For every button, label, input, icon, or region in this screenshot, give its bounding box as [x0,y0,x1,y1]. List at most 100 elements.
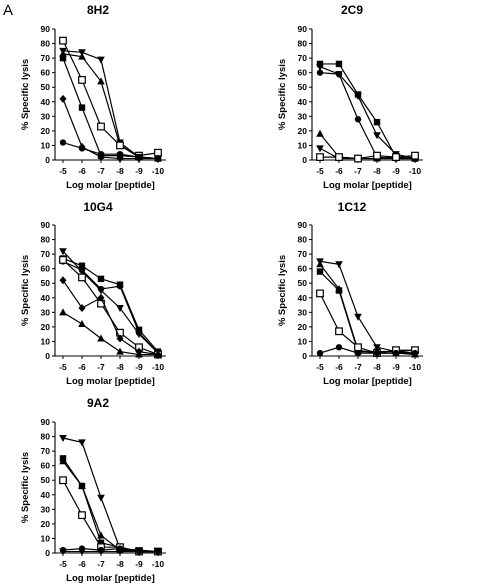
data-point [354,349,362,357]
chart-title: 1C12 [338,200,367,214]
data-point [373,118,381,126]
data-point [135,153,143,161]
series-1 [59,435,162,556]
data-point [116,282,124,290]
data-point [59,548,67,556]
data-point [154,548,162,556]
series-line [62,458,158,553]
x-tick-label: -8 [116,559,124,569]
data-point [373,344,381,352]
y-tick-label: 70 [298,53,308,63]
data-point [59,308,67,316]
x-tick-label: -10 [152,166,165,176]
y-tick-label: 30 [41,111,51,121]
x-tick-label: -9 [135,362,143,372]
y-tick-label: 10 [298,140,308,150]
data-point [335,70,343,78]
data-point [316,145,324,153]
x-tick-label: -6 [78,166,86,176]
x-axis-label: Log molar [peptide] [66,180,155,191]
y-tick-label: 60 [41,461,51,471]
data-point [59,256,67,264]
series-line [319,293,415,354]
series-2 [59,455,162,555]
y-tick-label: 70 [41,446,51,456]
y-tick-label: 30 [41,307,51,317]
data-point [59,248,67,256]
y-tick-label: 50 [41,475,51,485]
data-point [116,334,124,343]
data-point [135,548,143,556]
series-line [320,63,416,160]
data-point [316,349,324,357]
x-tick-label: -9 [135,559,143,569]
data-point [97,285,105,293]
x-tick-label: -8 [373,362,381,372]
data-point [78,52,86,60]
data-point [154,350,162,358]
chart-2c9: 2C9 0 10 20 30 40 50 60 70 80 90 -5 -6 -7 -8 -9 -10 Log m… [277,3,423,191]
data-point [316,129,324,137]
chart-title: 2C9 [341,3,363,17]
series-line [319,66,416,160]
data-point [411,151,419,160]
y-axis-label: % Specific lysis [20,255,31,326]
data-point [78,511,86,520]
y-tick-label: 50 [41,82,51,92]
y-tick-label: 60 [41,264,51,274]
y-tick-label: 0 [45,548,50,558]
data-point [316,268,324,275]
y-tick-label: 0 [302,351,307,361]
y-tick-label: 20 [298,322,308,332]
data-point [78,266,86,274]
data-point [59,276,67,285]
chart-title: 8H2 [87,3,109,17]
data-point [316,260,324,268]
x-tick-label: -9 [392,166,400,176]
chart-10g4: 10G4 0 10 20 30 40 50 60 70 80 90 -5 -6 -7 -8 -9 -10 Log … [20,200,166,387]
data-point [335,287,343,294]
x-tick-label: -6 [78,362,86,372]
x-tick-label: -7 [354,166,362,176]
x-tick-label: -10 [152,559,165,569]
data-point [135,350,143,358]
y-tick-label: 50 [298,82,308,92]
data-point [59,457,67,465]
y-tick-label: 0 [45,155,50,165]
series-6 [59,308,162,358]
y-tick-label: 10 [298,336,308,346]
data-point [411,349,419,357]
data-point [335,153,343,161]
data-point [78,262,86,269]
series-line [62,279,159,356]
data-point [78,104,86,111]
y-tick-label: 70 [41,53,51,63]
y-tick-label: 80 [41,39,51,49]
data-point [97,77,105,85]
series-6 [316,151,419,163]
y-axis-label: % Specific lysis [20,452,31,523]
y-tick-label: 40 [298,293,308,303]
data-point [78,273,86,282]
series-5 [316,344,419,357]
series-line [319,260,416,354]
series-1 [316,258,419,358]
chart-title: 9A2 [87,396,109,410]
data-point [116,548,124,556]
x-axis-label: Log molar [peptide] [323,376,412,387]
series-line [62,50,159,160]
data-point [373,349,381,357]
chart-title: 10G4 [83,200,113,214]
series-line [62,260,159,354]
y-tick-label: 0 [302,155,307,165]
y-tick-label: 30 [41,504,51,514]
x-tick-label: -6 [335,362,343,372]
series-6 [59,548,162,556]
y-tick-label: 30 [298,111,308,121]
y-tick-label: 20 [41,322,51,332]
y-tick-label: 20 [298,126,308,136]
series-6 [59,139,162,162]
y-axis-label: % Specific lysis [277,255,288,326]
data-point [97,56,105,64]
